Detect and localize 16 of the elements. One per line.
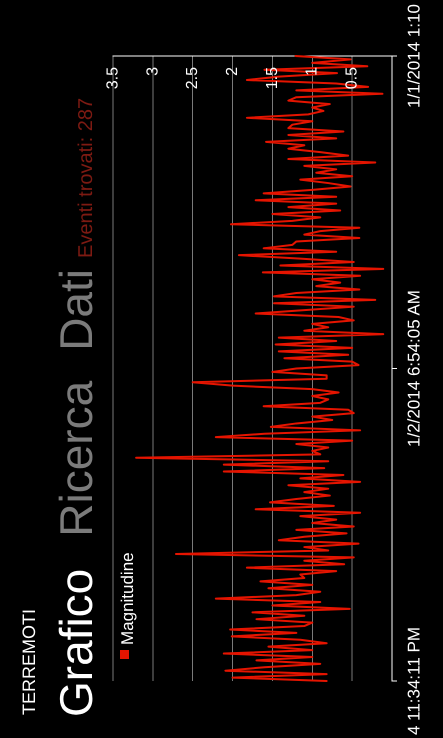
text: Dati [50, 269, 102, 351]
x-tick-label: 1 [304, 66, 321, 76]
x-tick-label: 3 [144, 66, 162, 76]
text: Eventi trovati: 287 [75, 98, 97, 258]
text: Magnitudine [118, 552, 137, 645]
x-tick-label: 3.5 [104, 66, 122, 90]
y-tick-label: 1/2/2014 6:54:05 AM [404, 290, 424, 447]
text: TERREMOTI [19, 609, 39, 715]
x-tick-label: 0.5 [344, 66, 361, 90]
x-tick-label: 2.5 [184, 66, 202, 90]
text: Grafico [50, 568, 102, 717]
y-tick-label: 4 11:34:11 PM [404, 626, 424, 736]
x-tick-label: 2 [224, 66, 241, 76]
text: Ricerca [50, 380, 102, 537]
y-tick-label: 1/1/2014 1:10 [404, 4, 424, 108]
x-tick-label: 1.5 [264, 66, 281, 90]
